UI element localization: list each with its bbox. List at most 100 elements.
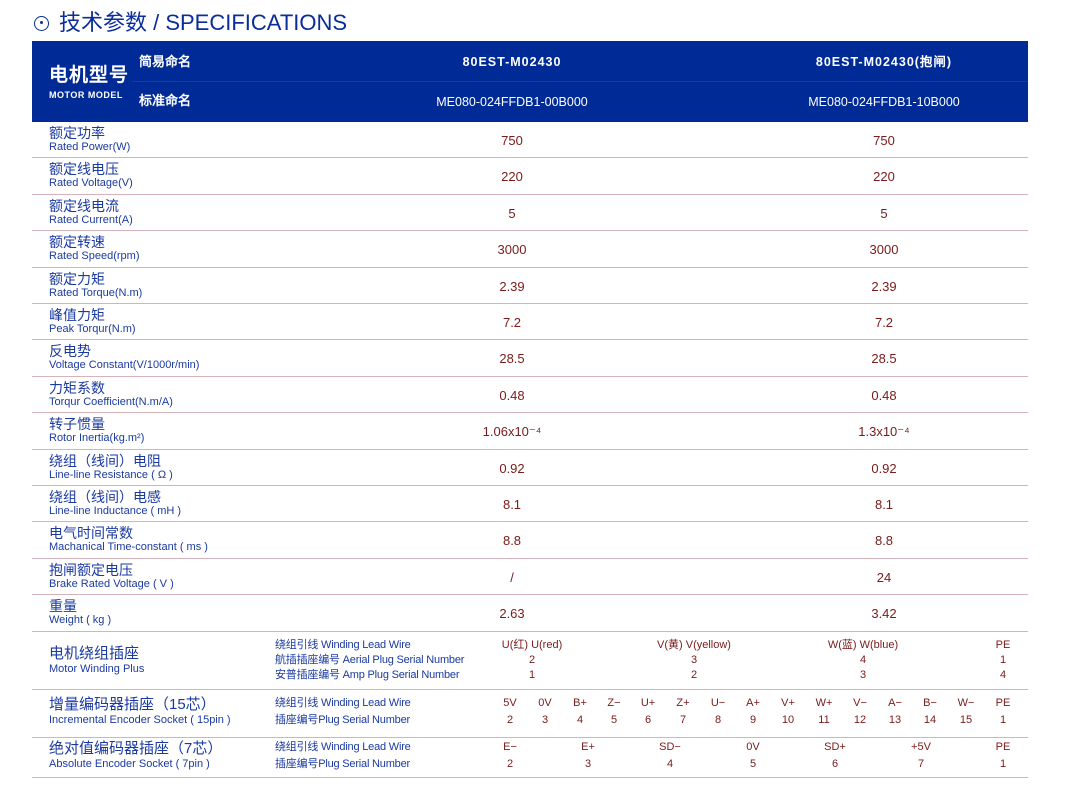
plug-value: 2: [528, 654, 536, 666]
spec-label: 绕组（线间）电感 Line-line Inductance ( mH ): [49, 489, 181, 518]
plug-value: 7: [917, 758, 925, 770]
spec-row: 抱闸额定电压 Brake Rated Voltage ( V ) / 24: [32, 559, 1028, 596]
spec-value: 8.1: [874, 497, 894, 512]
plug-line-label: 插座编号Plug Serial Number: [275, 714, 410, 726]
spec-label: 反电势 Voltage Constant(V/1000r/min): [49, 343, 199, 372]
plug-value: 6: [644, 714, 652, 726]
plug-value: 5V: [503, 697, 517, 709]
spec-label-zh: 额定功率: [49, 125, 105, 141]
plug-value: A−: [888, 697, 902, 709]
spec-label-zh: 电气时间常数: [49, 525, 133, 542]
plug-value: 3: [541, 714, 549, 726]
plug-label-zh: 电机绕组插座: [49, 645, 140, 662]
model-2-short: 80EST-M02430(抱闸): [815, 55, 953, 69]
header-divider: [132, 81, 1028, 82]
spec-label-zh: 额定转速: [49, 234, 105, 251]
spec-label-zh: 峰值力矩: [49, 307, 105, 323]
spec-label: 重量 Weight ( kg ): [49, 598, 111, 627]
plug-value: 1: [999, 714, 1007, 726]
plug-value: V(黄) V(yellow): [657, 639, 731, 651]
plug-value: A+: [746, 697, 760, 709]
plug-value: 2: [506, 714, 514, 726]
plug-row: 绝对值编码器插座（7芯） Absolute Encoder Socket ( 7p…: [32, 738, 1028, 778]
plug-label-en: Absolute Encoder Socket ( 7pin ): [49, 758, 210, 770]
plug-value: 4: [999, 669, 1007, 681]
spec-value: 750: [501, 133, 523, 148]
spec-row: 额定力矩 Rated Torque(N.m) 2.39 2.39: [32, 268, 1028, 304]
plug-value: +5V: [911, 741, 931, 753]
plug-value: V+: [781, 697, 795, 709]
spec-label-en: Rotor Inertia(kg.m²): [49, 432, 145, 445]
spec-label-zh: 转子惯量: [49, 416, 105, 433]
plug-value: 7: [679, 714, 687, 726]
plug-value: V−: [853, 697, 867, 709]
spec-label-en: Rated Speed(rpm): [49, 250, 140, 263]
spec-label-zh: 反电势: [49, 343, 91, 360]
spec-label-en: Rated Voltage(V): [49, 177, 133, 190]
plug-value: 5: [610, 714, 618, 726]
spec-row: 峰值力矩 Peak Torqur(N.m) 7.2 7.2: [32, 304, 1028, 341]
plug-row: 增量编码器插座（15芯） Incremental Encoder Socket (…: [32, 690, 1028, 738]
short-name-label: 简易命名: [139, 54, 192, 69]
spec-label-zh: 绕组（线间）电阻: [49, 452, 161, 469]
model-1-short: 80EST-M02430: [462, 55, 562, 69]
spec-label-en: Voltage Constant(V/1000r/min): [49, 359, 200, 372]
spec-label: 额定线电压 Rated Voltage(V): [49, 161, 133, 190]
plug-value: B+: [573, 697, 587, 709]
spec-value: 0.48: [499, 387, 525, 403]
spec-label: 绕组（线间）电阻 Line-line Resistance ( Ω ): [49, 453, 173, 482]
spec-value: 750: [873, 133, 895, 148]
plug-value: 0V: [746, 741, 760, 753]
spec-row: 反电势 Voltage Constant(V/1000r/min) 28.5 28.5: [32, 340, 1028, 377]
plug-value: 3: [690, 654, 698, 666]
plug-value: 5: [749, 758, 757, 770]
spec-value: 0.92: [871, 460, 897, 476]
spec-value: 8.8: [874, 533, 894, 549]
plug-value: 4: [666, 758, 674, 770]
plug-value: 15: [959, 714, 973, 726]
spec-label: 抱闸额定电压 Brake Rated Voltage ( V ): [49, 562, 174, 591]
spec-value: 220: [873, 169, 895, 185]
spec-value: 8.1: [502, 497, 522, 512]
plug-label-en: Motor Winding Plus: [49, 663, 145, 675]
plug-value: 8: [714, 714, 722, 726]
spec-row: 力矩系数 Torqur Coefficient(N.m/A) 0.48 0.48: [32, 377, 1028, 414]
plug-value: 11: [818, 714, 830, 726]
plug-value: 3: [859, 669, 867, 681]
spec-label-en: Machanical Time-constant ( ms ): [49, 541, 208, 554]
page-title: 技术参数 / SPECIFICATIONS: [34, 10, 347, 36]
spec-label-en: Peak Torqur(N.m): [49, 323, 136, 335]
spec-label: 力矩系数 Torqur Coefficient(N.m/A): [49, 380, 173, 409]
spec-row: 绕组（线间）电感 Line-line Inductance ( mH ) 8.1 8.…: [32, 486, 1028, 523]
plug-value: Z−: [607, 697, 621, 709]
plug-value: 4: [859, 654, 867, 666]
motor-model-zh: 电机型号: [49, 65, 130, 86]
spec-label: 电气时间常数 Machanical Time-constant ( ms ): [49, 525, 208, 554]
model-1-std: ME080-024FFDB1-00B000: [436, 95, 588, 109]
plug-value: W−: [957, 697, 975, 709]
spec-label-en: Weight ( kg ): [49, 614, 112, 627]
spec-value: 2.39: [871, 278, 897, 294]
plug-value: PE: [995, 741, 1011, 753]
plug-value: SD−: [659, 741, 681, 753]
plug-label-en: Incremental Encoder Socket ( 15pin ): [49, 714, 231, 726]
spec-value: 5: [508, 205, 516, 221]
spec-row: 额定功率 Rated Power(W) 750 750: [32, 122, 1028, 159]
spec-label-en: Torqur Coefficient(N.m/A): [49, 395, 173, 408]
spec-label-en: Brake Rated Voltage ( V ): [49, 577, 174, 590]
plug-value: 14: [923, 714, 937, 726]
spec-row: 转子惯量 Rotor Inertia(kg.m²) 1.06x10⁻⁴ 1.3x10⁻…: [32, 413, 1028, 450]
spec-value: 0.92: [499, 460, 525, 476]
plug-value: W(蓝) W(blue): [827, 639, 899, 651]
plug-value: 1: [999, 654, 1007, 666]
plug-label: 电机绕组插座 Motor Winding Plus: [49, 645, 144, 676]
plug-value: 1: [528, 669, 536, 681]
plug-value: 4: [576, 714, 584, 726]
plug-value: U(红) U(red): [501, 639, 563, 651]
spec-value: 3000: [869, 242, 899, 258]
plug-value: U−: [710, 697, 726, 709]
plug-value: SD+: [824, 741, 846, 753]
plug-label: 绝对值编码器插座（7芯） Absolute Encoder Socket ( 7p…: [49, 740, 222, 771]
spec-row: 电气时间常数 Machanical Time-constant ( ms ) 8.8…: [32, 522, 1028, 559]
plug-label-zh: 增量编码器插座（15芯）: [49, 696, 216, 713]
